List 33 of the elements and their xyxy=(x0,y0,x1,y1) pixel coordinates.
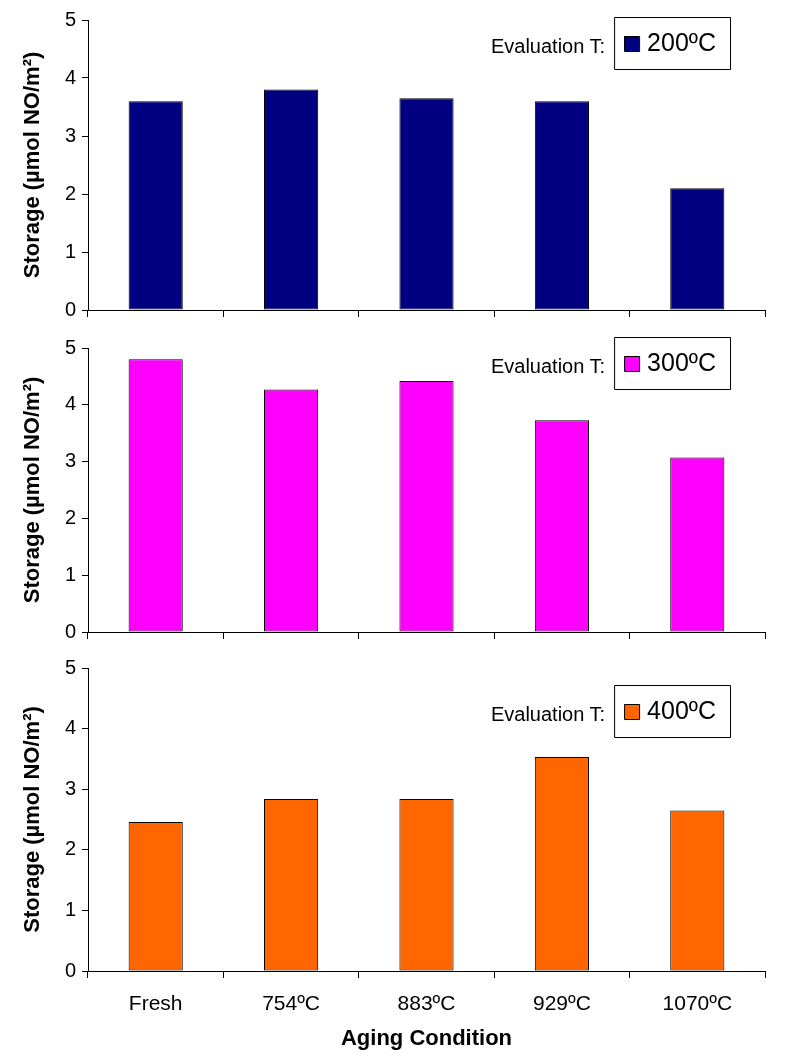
x-tick-label: Fresh xyxy=(128,991,183,1015)
y-tick-label: 5 xyxy=(64,655,76,678)
legend-label: 400ºC xyxy=(647,695,717,724)
y-tick-label: 1 xyxy=(64,239,76,262)
y-tick-label: 1 xyxy=(64,562,76,585)
y-tick-label: 0 xyxy=(64,297,76,320)
y-tick-label: 0 xyxy=(64,958,76,981)
legend-label: 300ºC xyxy=(647,347,717,376)
y-tick-label: 3 xyxy=(64,776,76,799)
x-tick-label: 929ºC xyxy=(532,991,591,1015)
y-tick-label: 2 xyxy=(64,505,76,528)
legend-title: Evaluation T: xyxy=(490,702,606,725)
y-axis-title: Storage (µmol NO/m²) xyxy=(19,376,45,604)
y-tick-label: 3 xyxy=(64,449,76,472)
y-axis-title: Storage (µmol NO/m²) xyxy=(19,51,45,279)
x-axis-title: Aging Condition xyxy=(340,1024,513,1050)
legend-label: 200ºC xyxy=(647,27,717,56)
y-tick-label: 5 xyxy=(64,7,76,30)
y-tick-label: 1 xyxy=(64,897,76,920)
y-tick-label: 5 xyxy=(64,335,76,358)
y-tick-label: 2 xyxy=(64,837,76,860)
y-tick-label: 2 xyxy=(64,181,76,204)
y-tick-label: 3 xyxy=(64,123,76,146)
x-tick-label: 883ºC xyxy=(397,991,456,1015)
y-tick-label: 4 xyxy=(64,392,76,415)
legend-title: Evaluation T: xyxy=(490,34,606,57)
y-axis-title: Storage (µmol NO/m²) xyxy=(19,706,45,933)
y-tick-label: 4 xyxy=(64,716,76,739)
x-tick-label: 1070ºC xyxy=(662,991,733,1015)
legend-title: Evaluation T: xyxy=(490,354,606,377)
y-tick-label: 4 xyxy=(64,65,76,88)
y-tick-label: 0 xyxy=(64,619,76,642)
x-tick-label: 754ºC xyxy=(262,991,321,1015)
